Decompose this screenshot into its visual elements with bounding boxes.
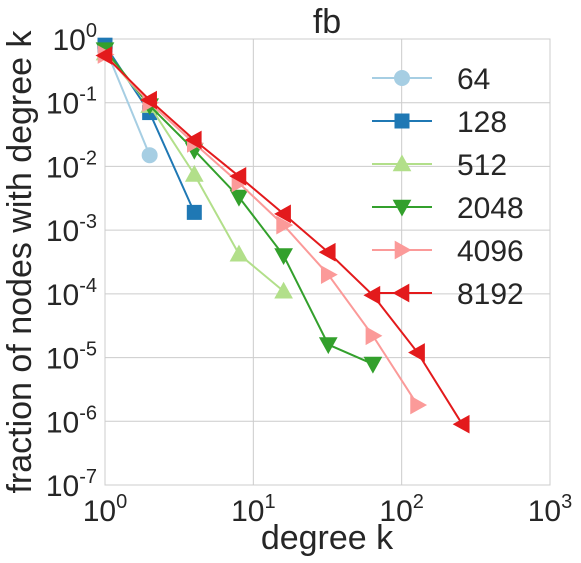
x-tick-label: 103 bbox=[528, 491, 573, 528]
x-tick-label: 102 bbox=[379, 491, 424, 528]
y-tick-label-base: 10 bbox=[46, 279, 79, 312]
data-point bbox=[365, 326, 383, 346]
y-tick-label: 10-3 bbox=[46, 211, 97, 248]
data-point bbox=[184, 130, 202, 150]
data-point bbox=[274, 248, 293, 266]
data-point bbox=[408, 343, 425, 362]
data-point bbox=[276, 215, 294, 235]
data-point bbox=[318, 337, 338, 355]
data-point bbox=[452, 414, 470, 434]
data-point bbox=[95, 46, 113, 65]
x-tick-label-base: 10 bbox=[528, 495, 561, 528]
legend-label: 2048 bbox=[457, 192, 524, 225]
y-tick-label-exponent: -1 bbox=[79, 84, 97, 106]
x-tick-label: 100 bbox=[83, 491, 128, 528]
series-8192 bbox=[95, 46, 470, 434]
legend-marker bbox=[394, 240, 412, 260]
data-point bbox=[363, 285, 381, 305]
data-point bbox=[184, 164, 204, 182]
y-tick-label: 10-2 bbox=[46, 147, 97, 184]
x-axis-label: degree k bbox=[261, 519, 394, 557]
data-point bbox=[410, 395, 428, 415]
y-tick-label-base: 10 bbox=[46, 343, 79, 376]
legend-label: 4096 bbox=[457, 235, 524, 268]
y-tick-label: 10-6 bbox=[46, 402, 97, 439]
legend-item: 2048 bbox=[372, 192, 524, 225]
legend-label: 64 bbox=[457, 63, 490, 96]
x-tick-label-base: 10 bbox=[379, 495, 412, 528]
data-point bbox=[229, 244, 249, 262]
data-point bbox=[318, 242, 336, 262]
legend: 64 128 512 2048 4096 8192 bbox=[372, 63, 524, 311]
data-point bbox=[140, 90, 157, 110]
y-tick-label: 100 bbox=[53, 20, 98, 57]
y-tick-label-base: 10 bbox=[53, 24, 86, 57]
x-tick-label: 101 bbox=[231, 491, 275, 528]
data-point bbox=[141, 147, 158, 164]
chart-title: fb bbox=[313, 3, 341, 41]
legend-item: 64 bbox=[372, 63, 490, 96]
y-tick-label-base: 10 bbox=[46, 151, 79, 184]
data-point bbox=[363, 356, 383, 374]
legend-label: 512 bbox=[457, 149, 507, 182]
legend-item: 8192 bbox=[372, 278, 524, 311]
legend-label: 128 bbox=[457, 106, 507, 139]
x-tick-label-exponent: 3 bbox=[561, 491, 572, 513]
y-tick-label-exponent: -4 bbox=[79, 275, 97, 297]
y-axis-label: fraction of nodes with degree k bbox=[1, 29, 39, 493]
x-tick-label-base: 10 bbox=[231, 495, 264, 528]
x-tick-labels: 100 101 102 103 bbox=[83, 491, 573, 528]
data-point bbox=[186, 204, 202, 220]
data-point bbox=[274, 281, 293, 299]
legend-item: 512 bbox=[372, 149, 507, 182]
y-tick-label-exponent: -7 bbox=[79, 466, 97, 488]
x-tick-label-base: 10 bbox=[83, 495, 116, 528]
legend-marker bbox=[394, 70, 410, 86]
data-point bbox=[320, 265, 338, 285]
y-tick-label-exponent: -6 bbox=[79, 402, 97, 424]
y-tick-label: 10-7 bbox=[46, 466, 97, 503]
y-tick-label-base: 10 bbox=[46, 215, 79, 248]
series-line bbox=[104, 53, 419, 406]
y-tick-label-base: 10 bbox=[46, 406, 79, 439]
legend-marker bbox=[392, 283, 410, 303]
series-layer bbox=[95, 37, 470, 434]
series-line bbox=[104, 46, 151, 156]
legend-item: 128 bbox=[372, 106, 507, 139]
y-tick-label-exponent: 0 bbox=[86, 20, 97, 42]
y-tick-label: 10-5 bbox=[46, 339, 97, 376]
data-point bbox=[274, 204, 291, 224]
y-tick-label: 10-4 bbox=[46, 275, 97, 312]
data-point bbox=[229, 189, 249, 207]
x-tick-label-exponent: 2 bbox=[413, 491, 424, 513]
y-tick-label-exponent: -3 bbox=[79, 211, 97, 233]
legend-label: 8192 bbox=[457, 278, 524, 311]
x-tick-label-exponent: 1 bbox=[264, 491, 275, 513]
legend-marker bbox=[392, 199, 412, 217]
data-point bbox=[229, 166, 247, 186]
y-tick-label-exponent: -2 bbox=[79, 147, 97, 169]
y-tick-label-base: 10 bbox=[46, 470, 79, 503]
legend-marker bbox=[394, 113, 410, 129]
x-tick-label-exponent: 0 bbox=[116, 491, 127, 513]
legend-marker bbox=[392, 154, 412, 172]
y-tick-label-exponent: -5 bbox=[79, 339, 97, 361]
legend-item: 4096 bbox=[372, 235, 524, 268]
y-tick-label: 10-1 bbox=[46, 84, 97, 121]
plot-area bbox=[104, 38, 551, 486]
grid bbox=[104, 38, 551, 486]
y-tick-label-base: 10 bbox=[46, 88, 79, 121]
